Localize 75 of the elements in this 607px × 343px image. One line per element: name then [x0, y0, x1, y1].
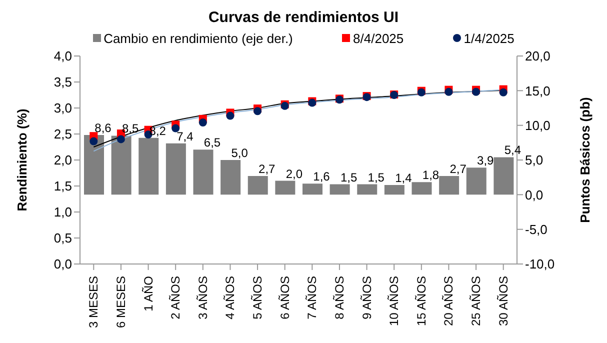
- point: [90, 137, 98, 146]
- point: [499, 88, 508, 96]
- bar: [330, 184, 350, 195]
- x-tick-label: 6 AÑOS: [278, 276, 292, 320]
- data-label: 1,5: [368, 170, 385, 184]
- data-label: 2,0: [286, 166, 303, 181]
- x-tick-label: 25 AÑOS: [469, 276, 484, 326]
- x-tick-label: 2 AÑOS: [168, 276, 183, 320]
- y-tick-label: 2,5: [54, 126, 72, 142]
- y-tick-label: 1,0: [54, 204, 72, 220]
- x-tick-label: 30 AÑOS: [496, 276, 510, 326]
- bar: [166, 143, 186, 195]
- bar: [248, 176, 268, 195]
- data-label: 1,4: [395, 170, 412, 185]
- y-tick-label: 3,0: [54, 100, 72, 116]
- y2-tick-label: 10,0: [525, 118, 550, 133]
- y-tick-label: 0,5: [54, 230, 72, 246]
- bar: [357, 184, 378, 195]
- y2-tick-label: -10,0: [525, 256, 555, 272]
- x-tick-label: 3 MESES: [86, 276, 101, 328]
- x-tick-label: 1 AÑO: [141, 276, 156, 312]
- bar: [439, 176, 460, 195]
- x-tick-label: 5 AÑOS: [250, 276, 265, 320]
- x-tick-label: 15 AÑOS: [414, 276, 428, 326]
- legend-label: Cambio en rendimiento (eje der.): [104, 30, 293, 46]
- bar: [494, 157, 514, 195]
- point: [172, 124, 180, 132]
- y-tick-label: 4,0: [54, 48, 72, 64]
- data-label: 1,8: [422, 168, 440, 182]
- bar: [220, 160, 241, 195]
- point: [254, 107, 262, 116]
- legend-label: 1/4/2025: [464, 30, 514, 46]
- y2-tick-label: 15,0: [525, 83, 550, 98]
- data-label: 2,7: [258, 162, 276, 176]
- y2-tick-label: 20,0: [525, 48, 550, 64]
- x-tick-label: 6 MESES: [114, 276, 128, 328]
- y2-tick-label: -5,0: [525, 222, 548, 237]
- x-tick-label: 20 AÑOS: [442, 276, 456, 326]
- y-tick-label: 2,0: [54, 152, 72, 168]
- legend-label: 8/4/2025: [353, 30, 404, 46]
- y2-tick-label: 0,0: [525, 187, 544, 202]
- bar: [412, 182, 432, 195]
- data-label: 8,6: [94, 121, 112, 136]
- y-tick-label: 0,0: [54, 256, 72, 272]
- x-tick-label: 4 AÑOS: [223, 276, 238, 320]
- bar: [111, 136, 132, 195]
- bar: [302, 184, 322, 195]
- y-tick-label: 1,5: [54, 178, 72, 194]
- bar: [84, 135, 104, 195]
- data-label: 1,5: [340, 170, 358, 184]
- y2-axis-title: Puntos Básicos (pb): [578, 97, 593, 223]
- x-tick-label: 10 AÑOS: [387, 276, 402, 326]
- data-label: 5,4: [504, 143, 522, 158]
- data-label: 6,5: [204, 136, 221, 150]
- bar: [275, 180, 296, 195]
- data-label: 3,9: [477, 154, 494, 168]
- bar: [138, 138, 159, 195]
- data-label: 5,0: [231, 146, 248, 160]
- point: [226, 112, 234, 120]
- y-tick-label: 3,5: [54, 74, 72, 90]
- x-tick-label: 3 AÑOS: [196, 276, 210, 320]
- data-label: 1,6: [313, 170, 330, 184]
- point: [116, 135, 125, 144]
- y-axis-title: Rendimiento (%): [14, 108, 30, 212]
- bar: [193, 150, 214, 195]
- bar: [384, 184, 404, 195]
- point: [198, 118, 207, 127]
- x-tick-label: 9 AÑOS: [360, 276, 374, 320]
- data-label: 2,7: [450, 162, 467, 176]
- data-label: 7,4: [176, 129, 194, 144]
- y2-tick-label: 5,0: [525, 152, 544, 168]
- chart-title: Curvas de rendimientos UI: [207, 8, 400, 28]
- x-tick-label: 8 AÑOS: [332, 276, 346, 320]
- bar: [466, 168, 486, 195]
- x-tick-label: 7 AÑOS: [305, 276, 320, 320]
